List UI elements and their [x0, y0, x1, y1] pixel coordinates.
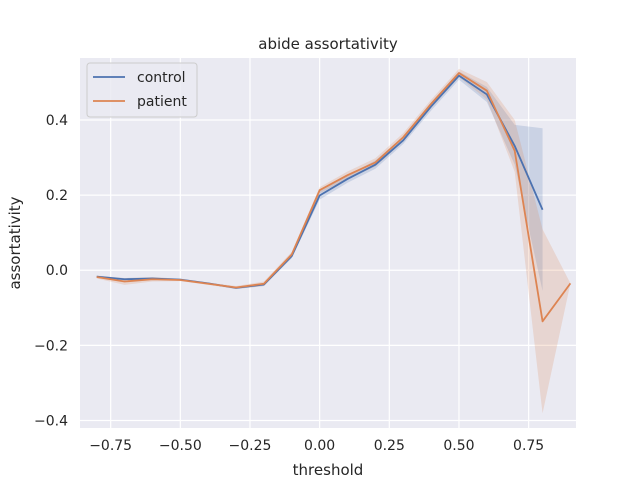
patient-line	[96, 72, 572, 323]
legend-patient-label: patient	[137, 94, 187, 110]
y-tick-label: −0.4	[34, 413, 68, 429]
y-axis-label: assortativity	[6, 196, 24, 289]
y-tick-label: 0.0	[46, 263, 68, 279]
x-axis-ticks: −0.75 −0.50 −0.25 0.00 0.25 0.50 0.75	[89, 438, 544, 454]
x-tick-label: −0.75	[89, 438, 132, 454]
legend: control patient	[86, 62, 198, 118]
series-lines	[96, 72, 572, 323]
legend-control-label: control	[137, 70, 186, 86]
x-tick-label: 0.75	[513, 438, 544, 454]
y-tick-label: −0.2	[34, 338, 68, 354]
x-tick-label: 0.25	[374, 438, 405, 454]
x-tick-label: 0.00	[304, 438, 335, 454]
x-tick-label: 0.50	[443, 438, 474, 454]
y-tick-label: 0.4	[46, 113, 68, 129]
y-tick-label: 0.2	[46, 188, 68, 204]
x-tick-label: −0.50	[159, 438, 202, 454]
x-axis-label: threshold	[293, 461, 364, 479]
x-tick-label: −0.25	[229, 438, 272, 454]
chart-title: abide assortativity	[258, 35, 398, 53]
y-axis-ticks: −0.4 −0.2 0.0 0.2 0.4	[34, 113, 68, 430]
grid	[80, 58, 576, 428]
